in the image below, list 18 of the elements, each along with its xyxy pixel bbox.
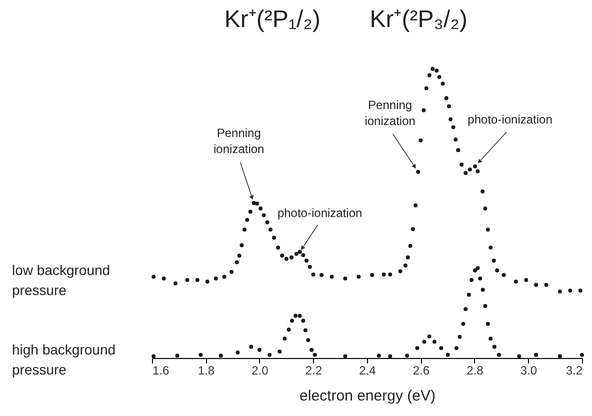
x-tick-label: 2.4	[359, 364, 376, 378]
x-tick-label: 2.6	[412, 364, 430, 378]
annotation: photo-ionization	[277, 206, 362, 220]
annotation: photo-ionization	[468, 112, 552, 126]
text: Kr⁺(²P₃/₂)	[370, 6, 468, 33]
annotation: Penning ionization	[364, 98, 416, 128]
x-tick-label: 1.8	[198, 364, 215, 378]
x-tick-label: 3.0	[520, 364, 538, 378]
x-tick-label: 2.2	[305, 364, 322, 378]
text: high background pressure	[12, 341, 116, 378]
text: Kr⁺(²P₁/₂)	[224, 6, 320, 33]
text: low background pressure	[12, 262, 110, 298]
annotation: Penning ionization	[214, 126, 264, 156]
x-tick-label: 1.6	[152, 364, 170, 378]
x-tick-label: 2.0	[252, 364, 269, 378]
x-tick-label: 3.2	[566, 364, 583, 378]
x-tick-label: 2.8	[466, 364, 484, 378]
x-axis-title: electron energy (eV)	[300, 388, 436, 404]
